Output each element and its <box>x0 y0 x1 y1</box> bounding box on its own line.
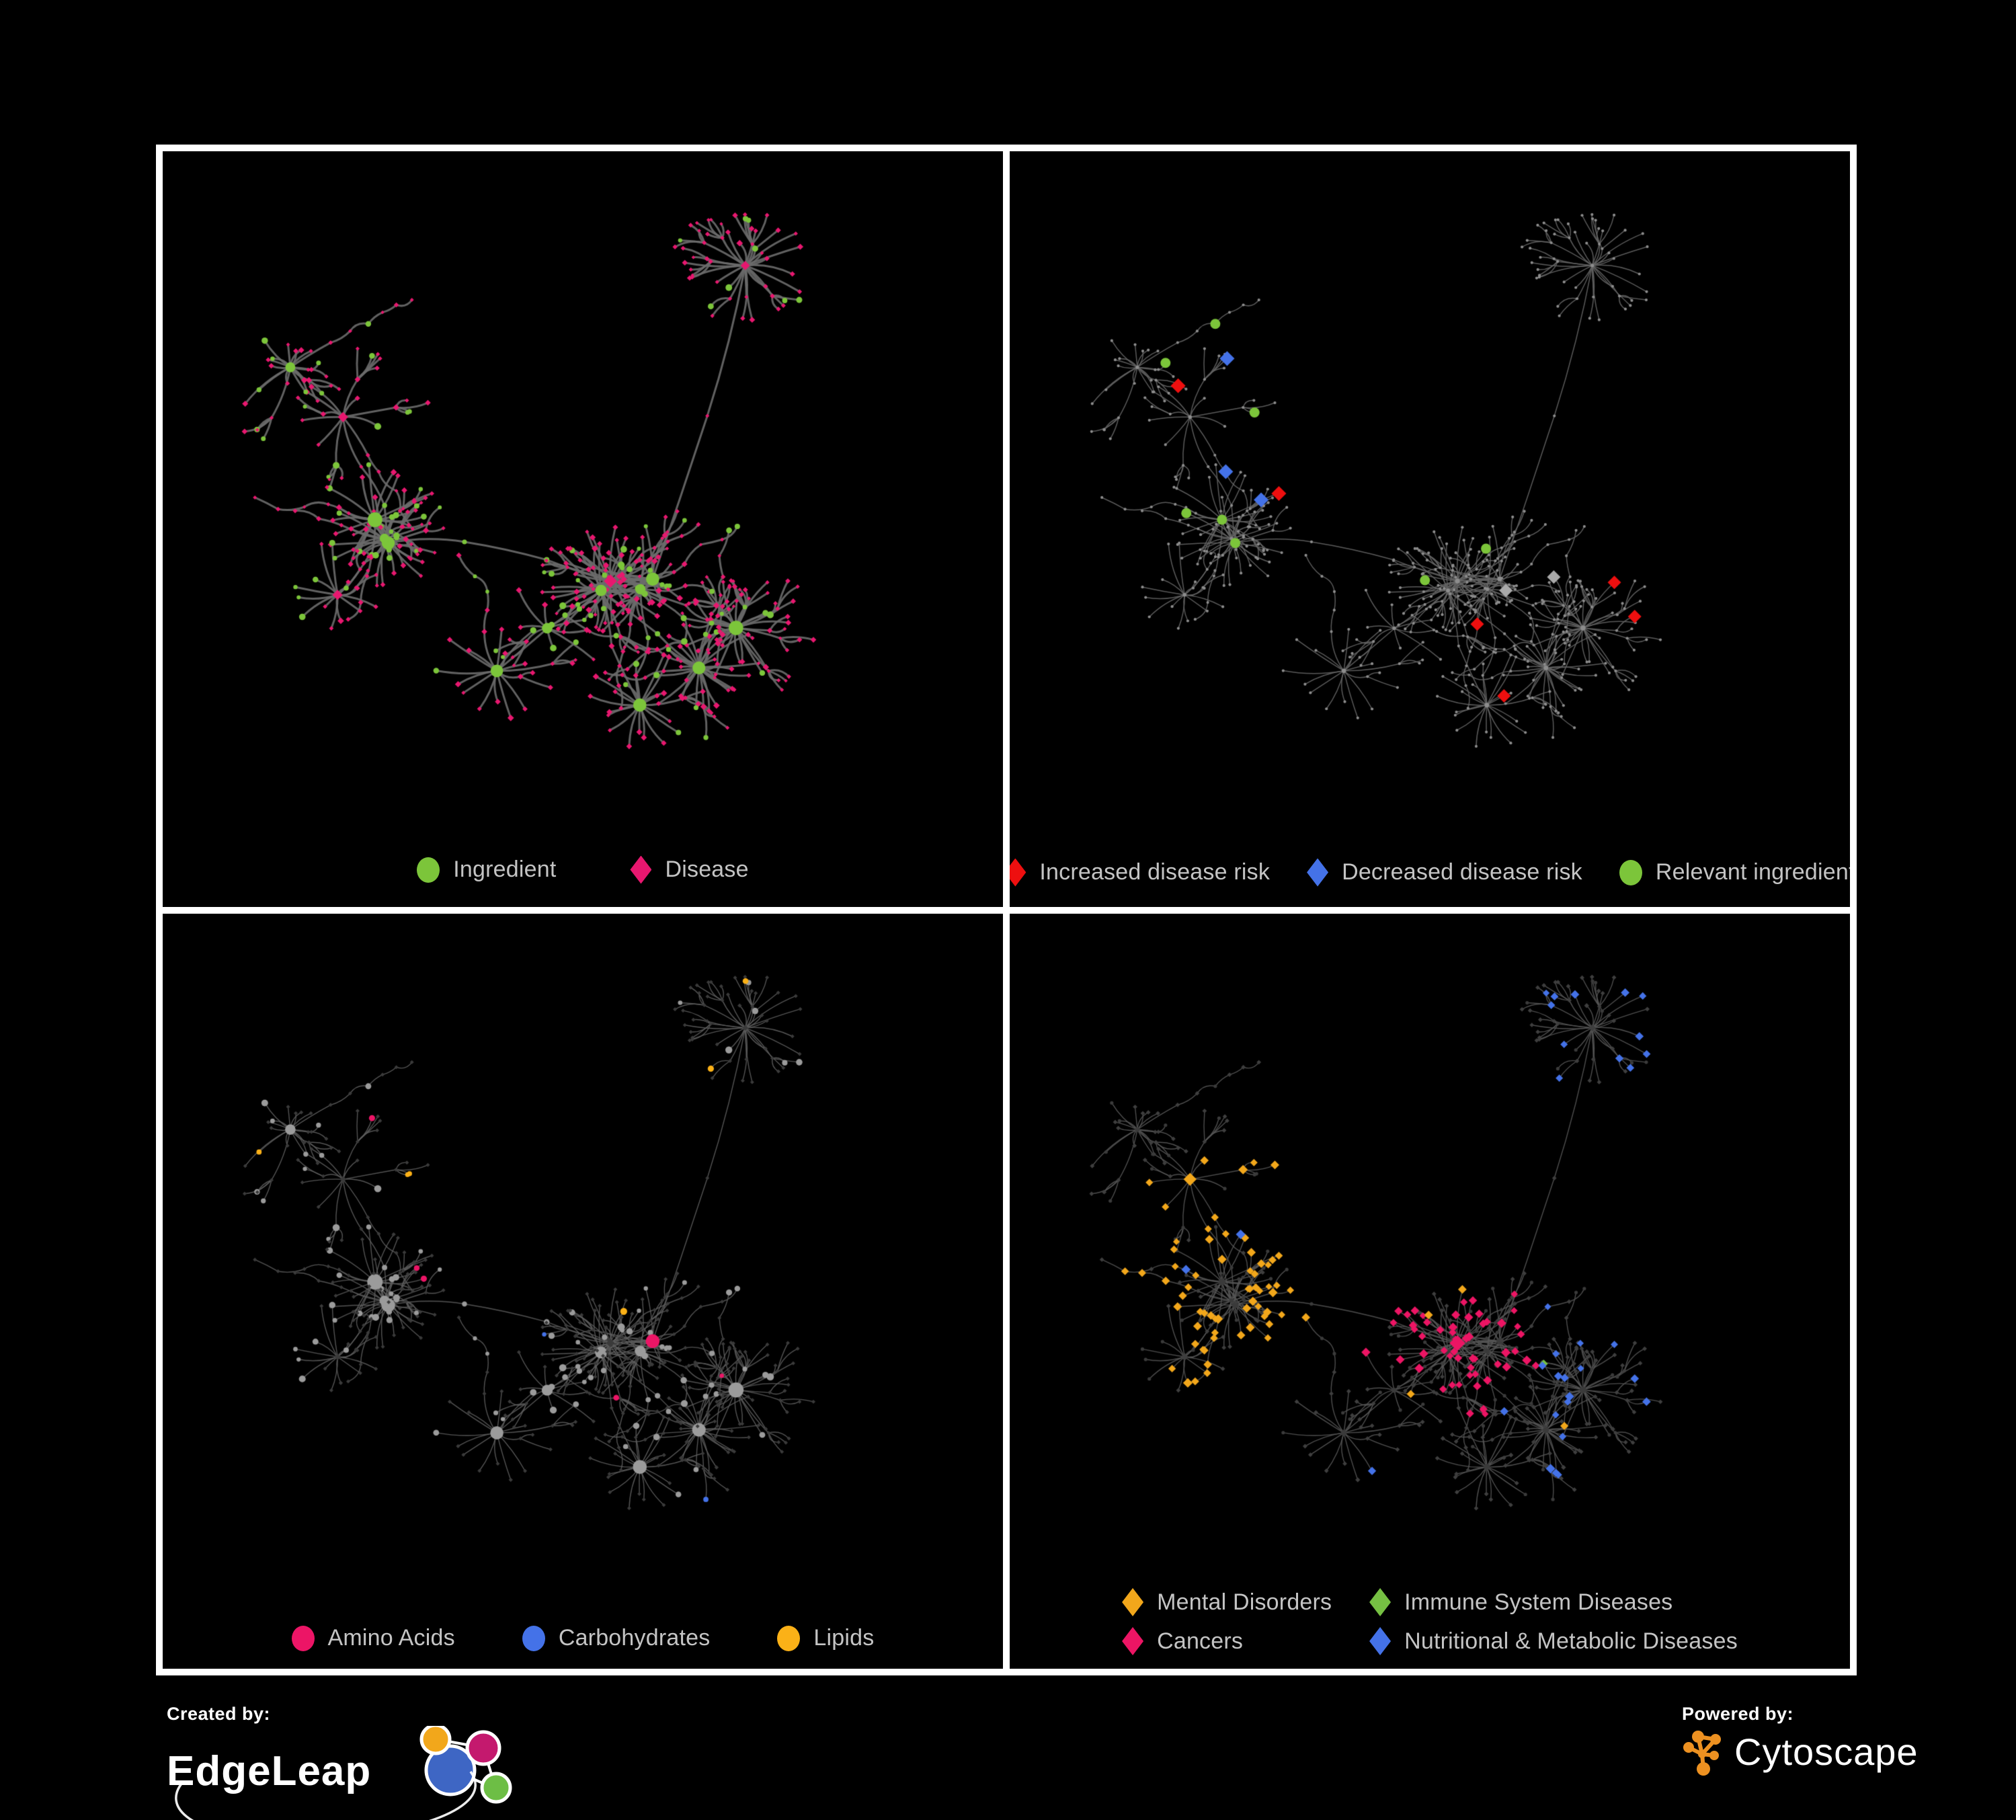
legend-label: Disease <box>665 857 749 882</box>
legend-label: Increased disease risk <box>1039 859 1271 885</box>
powered-by-label: Powered by: <box>1682 1704 1794 1724</box>
legend-item-nutritional-metabolic-diseases: Nutritional & Metabolic Diseases <box>1369 1627 1738 1655</box>
edgeleap-network-icon <box>419 1726 512 1804</box>
panel-disease-class: Mental Disorders Immune System Diseases Ca… <box>1010 913 1850 1669</box>
diamond-swatch-icon <box>1307 858 1329 887</box>
legend-label: Relevant ingredient <box>1655 859 1850 885</box>
legend-label: Carbohydrates <box>558 1625 711 1651</box>
legend-label: Decreased disease risk <box>1342 859 1582 885</box>
legend-item-mental-disorders: Mental Disorders <box>1122 1588 1369 1616</box>
legend-label: Ingredient <box>453 857 557 882</box>
cytoscape-icon <box>1683 1731 1721 1776</box>
legend-label: Amino Acids <box>327 1625 455 1651</box>
legend-label: Immune System Diseases <box>1404 1589 1673 1615</box>
diamond-swatch-icon <box>1010 858 1026 887</box>
panel-disease-risk: Increased disease risk Decreased disease … <box>1010 151 1850 907</box>
edgeleap-wordmark: EdgeLeap <box>167 1747 372 1794</box>
legend-item-cancers: Cancers <box>1122 1627 1369 1655</box>
circle-swatch-icon <box>417 857 440 883</box>
legend-item-disease: Disease <box>630 855 749 884</box>
created-by-label: Created by: <box>167 1704 271 1724</box>
legend-label: Cancers <box>1157 1628 1244 1654</box>
legend-ingredient-disease: Ingredient Disease <box>163 855 1003 884</box>
panel-metabolite-class: Amino Acids Carbohydrates Lipids <box>163 913 1003 1669</box>
legend-item-amino-acids: Amino Acids <box>291 1625 455 1651</box>
legend-label: Nutritional & Metabolic Diseases <box>1404 1628 1738 1654</box>
network-canvas-metabolite-class <box>163 913 1003 1669</box>
circle-swatch-icon <box>1619 859 1642 885</box>
powered-by-block: Powered by: Cytoscape <box>1682 1704 1919 1776</box>
legend-item-relevant-ingredient: Relevant ingredient <box>1619 859 1850 885</box>
legend-item-immune-system-diseases: Immune System Diseases <box>1369 1588 1738 1616</box>
network-canvas-disease-class <box>1010 913 1850 1669</box>
legend-item-lipids: Lipids <box>777 1625 874 1651</box>
circle-swatch-icon <box>777 1625 801 1651</box>
legend-item-carbohydrates: Carbohydrates <box>522 1625 711 1651</box>
diamond-swatch-icon <box>1369 1627 1392 1655</box>
cytoscape-lockup: Cytoscape <box>1682 1729 1919 1776</box>
legend-label: Mental Disorders <box>1157 1589 1332 1615</box>
figure-frame: Ingredient Disease Increased disease risk… <box>156 145 1857 1675</box>
legend-disease-risk: Increased disease risk Decreased disease … <box>1010 858 1850 887</box>
diamond-swatch-icon <box>630 855 652 884</box>
cytoscape-wordmark: Cytoscape <box>1734 1731 1919 1773</box>
legend-item-ingredient: Ingredient <box>417 857 556 883</box>
diamond-swatch-icon <box>1122 1588 1144 1616</box>
edgeleap-lockup: EdgeLeap <box>167 1726 536 1820</box>
diamond-swatch-icon <box>1369 1588 1392 1616</box>
legend-metabolite-class: Amino Acids Carbohydrates Lipids <box>163 1625 1003 1651</box>
legend-item-increased-disease-risk: Increased disease risk <box>1010 858 1271 887</box>
legend-item-decreased-disease-risk: Decreased disease risk <box>1307 858 1582 887</box>
circle-swatch-icon <box>522 1625 545 1651</box>
legend-label: Lipids <box>813 1625 875 1651</box>
network-canvas-ingredient-disease <box>163 151 1003 907</box>
diamond-swatch-icon <box>1122 1627 1144 1655</box>
network-canvas-disease-risk <box>1010 151 1850 907</box>
legend-disease-class: Mental Disorders Immune System Diseases Ca… <box>1010 1588 1850 1655</box>
circle-swatch-icon <box>291 1625 315 1651</box>
panel-ingredient-disease: Ingredient Disease <box>163 151 1003 907</box>
created-by-block: Created by: EdgeLeap <box>167 1704 536 1820</box>
